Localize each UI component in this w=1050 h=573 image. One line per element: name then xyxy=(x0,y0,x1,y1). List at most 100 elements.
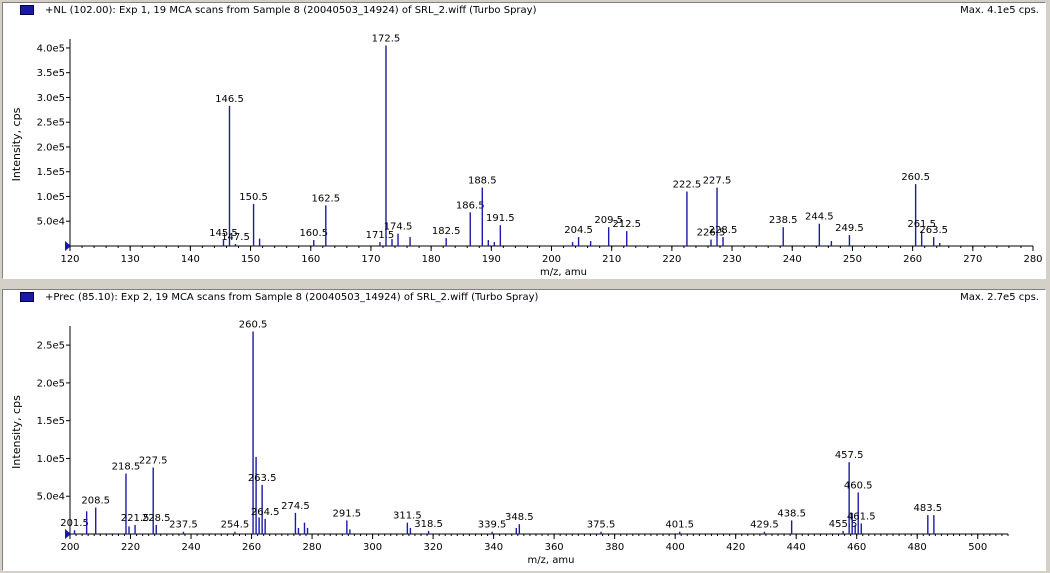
peak-label: 264.5 xyxy=(251,507,280,518)
x-tick-label: 190 xyxy=(482,254,501,265)
panel-title: +Prec (85.10): Exp 2, 19 MCA scans from … xyxy=(45,292,539,303)
x-tick-label: 200 xyxy=(60,542,79,553)
peak-label: 339.5 xyxy=(478,520,507,531)
panel-title: +NL (102.00): Exp 1, 19 MCA scans from S… xyxy=(45,5,537,16)
x-tick-label: 300 xyxy=(363,542,382,553)
peak-label: 455.5 xyxy=(829,519,858,530)
x-tick-label: 420 xyxy=(726,542,745,553)
origin-marker xyxy=(65,529,71,539)
peak-label: 222.5 xyxy=(673,180,702,191)
peak-label: 401.5 xyxy=(665,520,694,531)
x-tick-label: 220 xyxy=(662,254,681,265)
x-axis-label: m/z, amu xyxy=(528,555,575,566)
max-intensity-label: Max. 4.1e5 cps. xyxy=(960,5,1039,16)
peak-label: 375.5 xyxy=(587,520,616,531)
peak-label: 208.5 xyxy=(81,496,110,507)
peak-label: 460.5 xyxy=(844,480,873,491)
peak-label: 263.5 xyxy=(919,225,948,236)
x-tick-label: 280 xyxy=(303,542,322,553)
spectrum-plot-prec[interactable]: 200 220 240 260 280 300 320 340 360 380 400 420 440 4… xyxy=(3,290,1045,570)
peak-label: 483.5 xyxy=(913,503,942,514)
peak-label: 150.5 xyxy=(239,192,268,203)
y-tick-label: 2.0e5 xyxy=(37,142,65,153)
peak-label: 348.5 xyxy=(505,512,534,523)
peak-label: 218.5 xyxy=(112,462,141,473)
peak-label: 274.5 xyxy=(281,501,310,512)
x-tick-label: 400 xyxy=(666,542,685,553)
peak-label: 201.5 xyxy=(60,518,89,529)
max-intensity-label: Max. 2.7e5 cps. xyxy=(960,292,1039,303)
y-tick-label: 1.0e5 xyxy=(37,192,65,203)
peak-label: 254.5 xyxy=(221,520,250,531)
peak-label: 228.5 xyxy=(142,513,171,524)
y-tick-label: 1.5e5 xyxy=(37,167,65,178)
x-tick-label: 440 xyxy=(787,542,806,553)
x-tick-label: 120 xyxy=(60,254,79,265)
x-tick-label: 160 xyxy=(301,254,320,265)
y-tick-label: 5.0e4 xyxy=(37,492,65,503)
peak-label: 182.5 xyxy=(432,226,461,237)
peak-label: 238.5 xyxy=(769,215,798,226)
y-tick-label: 1.5e5 xyxy=(37,416,65,427)
y-tick-label: 2.0e5 xyxy=(37,378,65,389)
x-tick-label: 360 xyxy=(545,542,564,553)
x-tick-label: 130 xyxy=(121,254,140,265)
x-tick-label: 200 xyxy=(542,254,561,265)
x-tick-label: 480 xyxy=(908,542,927,553)
y-tick-label: 4.0e5 xyxy=(37,43,65,54)
spectrum-panel-nl: +NL (102.00): Exp 1, 19 MCA scans from S… xyxy=(2,2,1046,279)
peak-label: 260.5 xyxy=(239,320,268,331)
peak-label: 261.5 xyxy=(907,219,936,230)
y-tick-label: 2.5e5 xyxy=(37,341,65,352)
peak-label: 172.5 xyxy=(372,33,401,44)
x-tick-label: 260 xyxy=(903,254,922,265)
x-tick-label: 340 xyxy=(484,542,503,553)
peak-label: 147.5 xyxy=(221,232,250,243)
peak-label: 145.5 xyxy=(209,228,238,239)
peak-label: 461.5 xyxy=(847,511,876,522)
legend-swatch[interactable] xyxy=(20,292,34,302)
peak-label: 226.5 xyxy=(697,228,726,239)
y-tick-label: 1.0e5 xyxy=(37,454,65,465)
x-tick-label: 240 xyxy=(783,254,802,265)
peak-label: 244.5 xyxy=(805,212,834,223)
peak-label: 318.5 xyxy=(414,519,443,530)
legend-swatch[interactable] xyxy=(20,5,34,15)
peak-label: 221.5 xyxy=(121,513,150,524)
x-tick-label: 150 xyxy=(241,254,260,265)
peak-label: 188.5 xyxy=(468,176,497,187)
peak-label: 438.5 xyxy=(777,508,806,519)
peak-label: 227.5 xyxy=(703,176,732,187)
y-axis-label: Intensity, cps xyxy=(10,107,23,181)
peak-label: 160.5 xyxy=(299,228,328,239)
x-tick-label: 170 xyxy=(361,254,380,265)
x-tick-label: 210 xyxy=(602,254,621,265)
peak-label: 204.5 xyxy=(564,225,593,236)
peak-label: 429.5 xyxy=(750,520,779,531)
peak-label: 162.5 xyxy=(311,193,340,204)
peak-label: 263.5 xyxy=(248,473,277,484)
x-tick-label: 460 xyxy=(847,542,866,553)
x-tick-label: 240 xyxy=(181,542,200,553)
peak-label: 311.5 xyxy=(393,511,422,522)
spectrum-panel-prec: +Prec (85.10): Exp 2, 19 MCA scans from … xyxy=(2,289,1046,571)
peak-label: 249.5 xyxy=(835,223,864,234)
spectrum-plot-nl[interactable]: 120 130 140 150 160 170 180 190 200 210 220 230 240 2… xyxy=(3,3,1045,278)
x-tick-label: 250 xyxy=(843,254,862,265)
peak-label: 191.5 xyxy=(486,213,515,224)
x-tick-label: 280 xyxy=(1023,254,1042,265)
y-tick-label: 2.5e5 xyxy=(37,118,65,129)
y-tick-label: 3.5e5 xyxy=(37,68,65,79)
peak-label: 212.5 xyxy=(612,219,641,230)
x-tick-label: 320 xyxy=(424,542,443,553)
y-axis-label: Intensity, cps xyxy=(10,395,23,469)
x-axis-label: m/z, amu xyxy=(540,267,587,278)
x-tick-label: 230 xyxy=(723,254,742,265)
peak-label: 237.5 xyxy=(169,520,198,531)
peak-label: 171.5 xyxy=(366,230,395,241)
x-tick-label: 180 xyxy=(422,254,441,265)
x-tick-label: 380 xyxy=(605,542,624,553)
peak-label: 291.5 xyxy=(333,508,362,519)
origin-marker xyxy=(65,241,71,251)
x-tick-label: 260 xyxy=(242,542,261,553)
